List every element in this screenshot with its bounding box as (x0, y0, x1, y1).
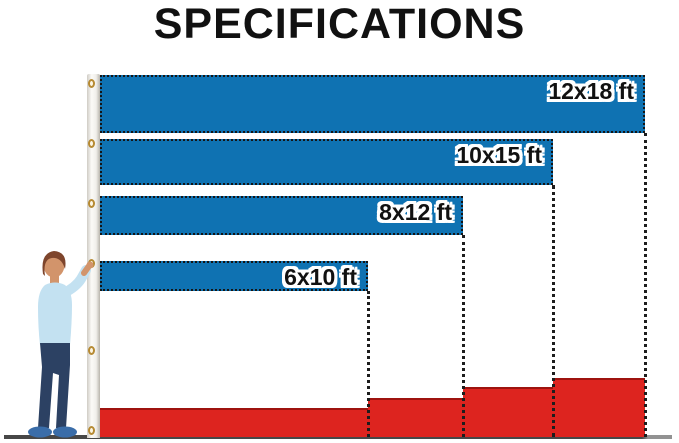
size-step-2 (368, 398, 463, 437)
flag-bar-6x10: 6x10 ft (100, 261, 368, 291)
person-shoe (53, 426, 77, 438)
grommet-ring (88, 346, 95, 355)
flag-size-label: 8x12 ft (379, 199, 452, 225)
dotted-guide-3 (552, 185, 555, 437)
size-step-1 (100, 408, 368, 437)
dotted-guide-2 (462, 235, 465, 437)
flag-size-label: 12x18 ft (548, 78, 634, 104)
person-hair (42, 251, 66, 276)
size-step-4 (553, 378, 645, 437)
flag-bar-10x15: 10x15 ft (100, 139, 553, 185)
person-torso (38, 282, 72, 345)
grommet-ring (88, 426, 95, 435)
flag-size-label: 10x15 ft (456, 142, 542, 168)
ground-line (4, 435, 672, 439)
grommet-ring (88, 139, 95, 148)
page-title: SPECIFICATIONS (153, 0, 526, 48)
person-illustration (28, 251, 94, 438)
grommet-ring (88, 79, 95, 88)
grommet-ring (88, 199, 95, 208)
person-shoe (28, 426, 52, 438)
person-legs (38, 343, 70, 428)
flag-bar-8x12: 8x12 ft (100, 196, 463, 235)
flag-size-label: 6x10 ft (284, 264, 357, 290)
dotted-guide-1 (367, 291, 370, 437)
flag-bar-12x18: 12x18 ft (100, 75, 645, 133)
size-step-3 (463, 387, 553, 437)
dotted-guide-4 (644, 133, 647, 437)
